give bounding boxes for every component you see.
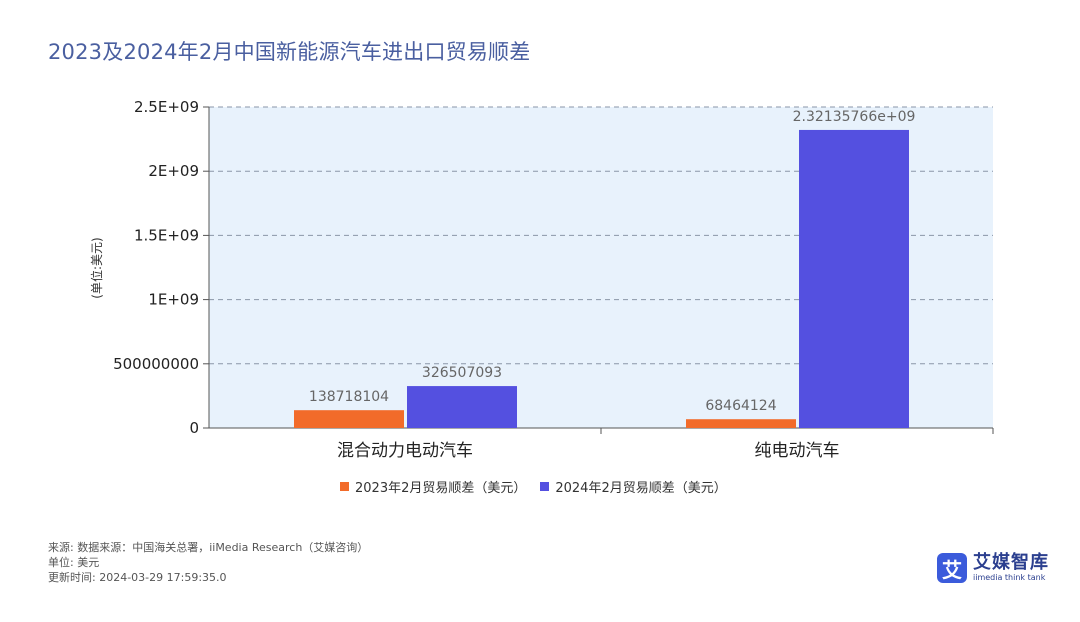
brand-logo: 艾 艾媒智库 iimedia think tank [937, 553, 1049, 583]
logo-name: 艾媒智库 [973, 552, 1049, 573]
data-label: 68464124 [705, 398, 776, 414]
source-note: 来源: 数据来源：中国海关总署，iiMedia Research（艾媒咨询） [48, 541, 369, 554]
legend-swatch-2023 [340, 482, 349, 491]
x-tick-label: 纯电动汽车 [755, 441, 840, 461]
legend-label-2023: 2023年2月贸易顺差（美元） [355, 481, 527, 496]
legend-item-2023[interactable]: 2023年2月贸易顺差（美元） [340, 477, 526, 496]
legend-label-2024: 2024年2月贸易顺差（美元） [555, 481, 727, 496]
chart-title: 2023及2024年2月中国新能源汽车进出口贸易顺差 [48, 40, 531, 64]
bar-2024 [799, 129, 909, 428]
chart-legend: 2023年2月贸易顺差（美元） 2024年2月贸易顺差（美元） [340, 477, 727, 496]
data-label: 326507093 [422, 365, 502, 381]
data-label: 2.32135766e+09 [793, 109, 916, 125]
unit-note: 单位: 美元 [48, 556, 100, 569]
legend-swatch-2024 [540, 482, 550, 491]
bar-2023 [294, 410, 404, 428]
logo-icon: 艾 [937, 553, 967, 583]
data-label: 138718104 [309, 389, 389, 405]
y-tick-label: 1E+09 [148, 291, 199, 309]
y-tick-label: 2E+09 [148, 162, 199, 180]
bar-2024 [407, 386, 517, 428]
updated-note: 更新时间: 2024-03-29 17:59:35.0 [48, 571, 227, 584]
bar-2023 [686, 419, 796, 428]
y-tick-label: 1.5E+09 [134, 226, 199, 244]
y-tick-label: 0 [189, 419, 199, 437]
y-axis-label: (单位:美元) [89, 237, 104, 298]
y-tick-label: 500000000 [113, 355, 199, 373]
footer-notes: 来源: 数据来源：中国海关总署，iiMedia Research（艾媒咨询） 单… [48, 540, 368, 585]
y-tick-label: 2.5E+09 [134, 98, 199, 116]
x-tick-label: 混合动力电动汽车 [337, 441, 473, 461]
legend-item-2024[interactable]: 2024年2月贸易顺差（美元） [540, 477, 727, 496]
logo-tagline: iimedia think tank [973, 573, 1046, 582]
